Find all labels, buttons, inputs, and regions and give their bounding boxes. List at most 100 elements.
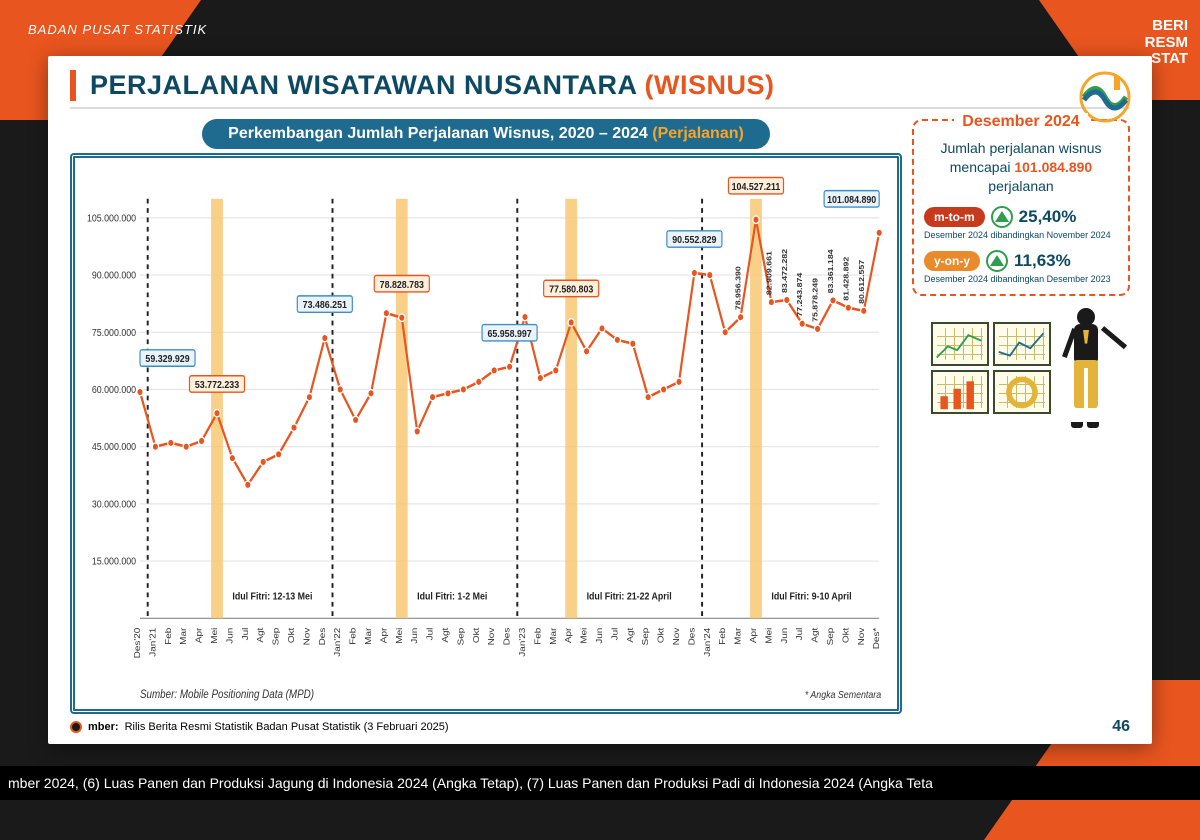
source-label: mber:: [88, 721, 119, 733]
svg-text:75.000.000: 75.000.000: [92, 327, 137, 339]
source-text: Rilis Berita Resmi Statistik Badan Pusat…: [125, 721, 449, 733]
svg-text:Apr: Apr: [379, 628, 388, 644]
svg-text:Idul Fitri: 21-22 April: Idul Fitri: 21-22 April: [587, 591, 672, 603]
svg-text:Mei: Mei: [395, 628, 404, 644]
svg-text:Nov: Nov: [672, 627, 681, 645]
svg-text:Sumber: Mobile Positioning Dat: Sumber: Mobile Positioning Data (MPD): [140, 688, 314, 701]
pill-yony: y-on-y: [924, 251, 980, 271]
svg-text:Nov: Nov: [487, 627, 496, 645]
svg-text:Jul: Jul: [425, 628, 434, 641]
svg-text:Nov: Nov: [857, 627, 866, 645]
svg-text:90.000.000: 90.000.000: [92, 270, 137, 282]
mini-chart-icon: [993, 322, 1051, 366]
svg-text:Agt: Agt: [441, 627, 450, 642]
badge-line: BERI: [1145, 18, 1188, 35]
bullet-icon: [70, 721, 82, 733]
svg-text:Idul Fitri: 1-2 Mei: Idul Fitri: 1-2 Mei: [417, 591, 487, 603]
kpi-yony: y-on-y 11,63%: [924, 250, 1118, 272]
person-icon: [1061, 308, 1111, 428]
page-number: 46: [1112, 718, 1130, 736]
mini-chart-icon: [993, 370, 1051, 414]
arrow-up-icon: [986, 250, 1008, 272]
summary-heading: Desember 2024: [954, 113, 1087, 131]
svg-text:78.828.783: 78.828.783: [380, 279, 425, 291]
svg-text:Idul Fitri: 12-13 Mei: Idul Fitri: 12-13 Mei: [232, 591, 312, 603]
slide-card: PERJALANAN WISATAWAN NUSANTARA (WISNUS) …: [48, 56, 1152, 744]
svg-text:82.909.661: 82.909.661: [765, 251, 773, 296]
svg-text:Jun: Jun: [595, 628, 604, 644]
svg-text:Jul: Jul: [241, 628, 250, 641]
svg-text:Agt: Agt: [256, 627, 265, 642]
svg-text:Sep: Sep: [641, 628, 650, 646]
svg-text:Mar: Mar: [549, 628, 558, 645]
illustration: [912, 308, 1130, 428]
org-watermark: BADAN PUSAT STATISTIK: [0, 22, 1200, 37]
summary-card: Desember 2024 Jumlah perjalanan wisnus m…: [912, 119, 1130, 296]
summary-big-number: 101.084.890: [1014, 159, 1092, 175]
svg-text:78.956.390: 78.956.390: [734, 266, 742, 311]
svg-text:Jun: Jun: [780, 628, 789, 644]
svg-text:Okt: Okt: [656, 627, 665, 643]
svg-text:Okt: Okt: [841, 627, 850, 643]
summary-post: perjalanan: [988, 178, 1053, 194]
svg-text:Sep: Sep: [271, 628, 280, 646]
svg-text:Mar: Mar: [364, 628, 373, 645]
pill-mtom: m-to-m: [924, 207, 985, 227]
svg-text:59.329.929: 59.329.929: [145, 353, 190, 365]
svg-text:Agt: Agt: [626, 627, 635, 642]
summary-text: Jumlah perjalanan wisnus mencapai 101.08…: [924, 139, 1118, 196]
svg-text:Nov: Nov: [302, 627, 311, 645]
svg-text:Okt: Okt: [472, 627, 481, 643]
title-main: PERJALANAN WISATAWAN NUSANTARA: [90, 70, 645, 100]
subtitle-accent: (Perjalanan): [652, 125, 744, 142]
svg-text:Jan'24: Jan'24: [703, 628, 712, 657]
svg-text:* Angka Sementara: * Angka Sementara: [805, 689, 882, 701]
kpi-mtom-sub: Desember 2024 dibandingkan November 2024: [924, 230, 1118, 240]
svg-text:Jan'21: Jan'21: [148, 628, 157, 657]
svg-text:30.000.000: 30.000.000: [92, 499, 137, 511]
svg-text:73.486.251: 73.486.251: [303, 300, 348, 312]
chart-subtitle-banner: Perkembangan Jumlah Perjalanan Wisnus, 2…: [202, 119, 770, 149]
svg-text:Jun: Jun: [410, 628, 419, 644]
svg-text:Agt: Agt: [810, 627, 819, 642]
chart-container: 15.000.00030.000.00045.000.00060.000.000…: [70, 153, 902, 714]
svg-text:101.084.890: 101.084.890: [827, 194, 876, 206]
svg-text:Feb: Feb: [718, 628, 727, 645]
svg-text:53.772.233: 53.772.233: [195, 379, 240, 391]
svg-text:Jun: Jun: [225, 628, 234, 644]
svg-text:83.361.184: 83.361.184: [827, 249, 835, 294]
svg-text:Mei: Mei: [579, 628, 588, 644]
svg-text:81.428.892: 81.428.892: [842, 256, 850, 301]
svg-text:104.527.211: 104.527.211: [732, 181, 781, 193]
mini-chart-icon: [931, 370, 989, 414]
mini-chart-icon: [931, 322, 989, 366]
arrow-up-icon: [991, 206, 1013, 228]
svg-text:77.243.874: 77.243.874: [796, 272, 804, 317]
svg-text:Des: Des: [687, 627, 696, 645]
title-accent: (WISNUS): [645, 70, 775, 100]
svg-text:77.580.803: 77.580.803: [549, 284, 594, 296]
kpi-mtom-value: 25,40%: [1019, 207, 1077, 227]
svg-text:Mei: Mei: [210, 628, 219, 644]
svg-text:Sep: Sep: [456, 628, 465, 646]
svg-text:83.472.282: 83.472.282: [780, 248, 788, 293]
svg-text:Feb: Feb: [533, 628, 542, 645]
svg-text:Jan'23: Jan'23: [518, 628, 527, 657]
svg-text:105.000.000: 105.000.000: [87, 213, 137, 225]
slide-title: PERJALANAN WISATAWAN NUSANTARA (WISNUS): [70, 70, 1130, 101]
svg-text:Sep: Sep: [826, 628, 835, 646]
svg-text:15.000.000: 15.000.000: [92, 556, 137, 568]
svg-text:75.878.249: 75.878.249: [811, 277, 819, 322]
svg-text:Jan'22: Jan'22: [333, 628, 342, 657]
svg-text:Apr: Apr: [564, 628, 573, 644]
svg-text:Okt: Okt: [287, 627, 296, 643]
svg-text:Mar: Mar: [179, 628, 188, 645]
svg-text:Des'20: Des'20: [133, 628, 142, 659]
svg-text:Des: Des: [318, 627, 327, 645]
svg-text:65.958.997: 65.958.997: [487, 328, 531, 340]
svg-text:Des: Des: [502, 627, 511, 645]
title-divider: [70, 107, 1130, 109]
kpi-mtom: m-to-m 25,40%: [924, 206, 1118, 228]
slide-source: mber: Rilis Berita Resmi Statistik Badan…: [70, 721, 449, 733]
svg-text:Apr: Apr: [194, 628, 203, 644]
